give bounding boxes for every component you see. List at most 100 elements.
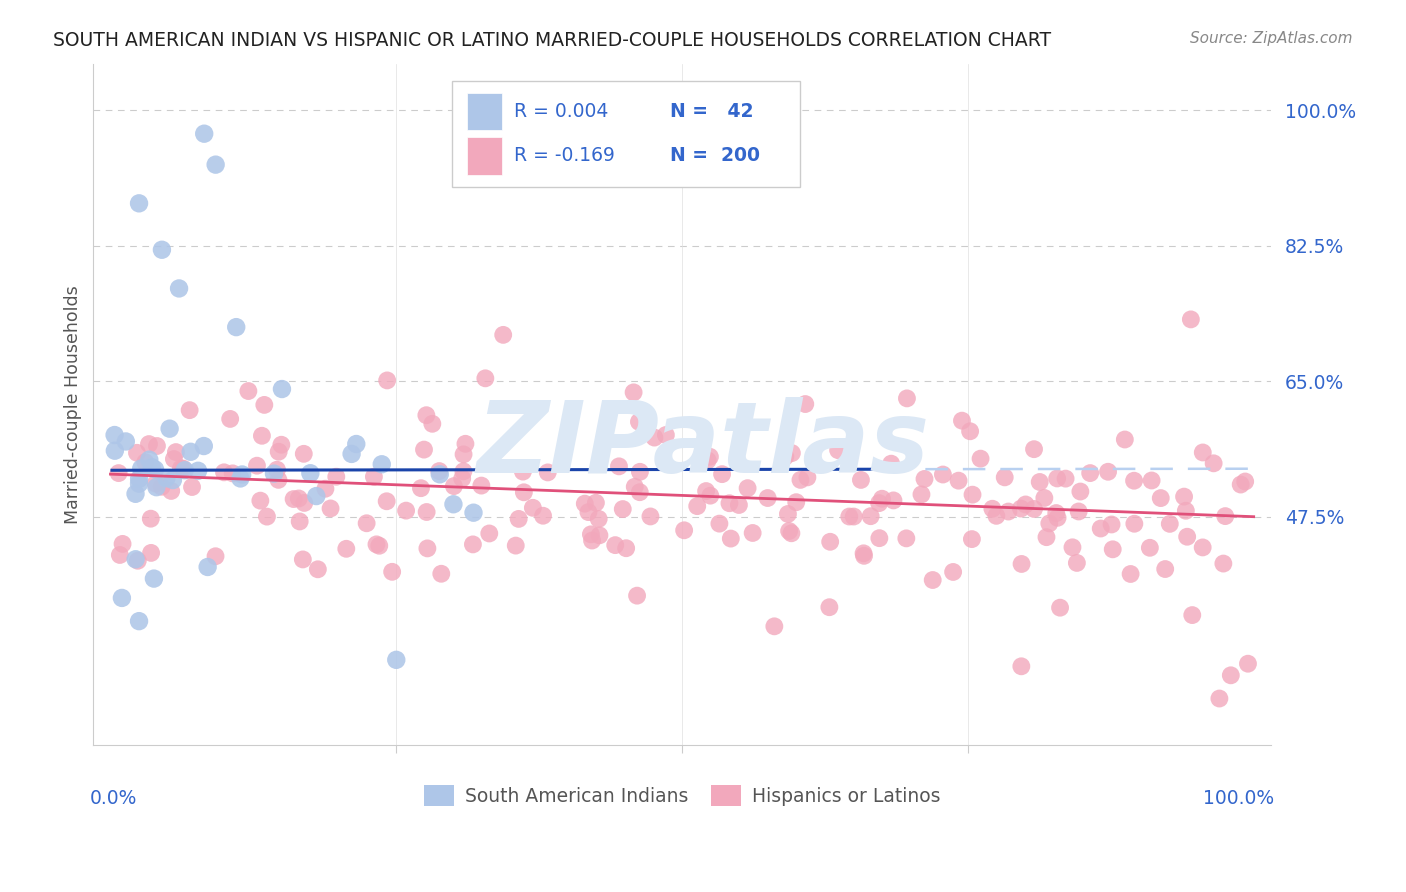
Point [1191, 445, 1213, 459]
Point [699, 450, 721, 464]
Point [270, 438, 292, 452]
Point [212, 466, 235, 480]
Point [1045, 506, 1067, 520]
Point [314, 482, 336, 496]
Point [581, 533, 603, 548]
Point [292, 496, 315, 510]
Point [138, 437, 160, 451]
Point [1101, 517, 1123, 532]
Point [796, 470, 818, 484]
Point [780, 526, 803, 541]
Point [288, 491, 311, 506]
FancyBboxPatch shape [453, 81, 800, 186]
Point [111, 591, 134, 605]
Legend: South American Indians, Hispanics or Latinos: South American Indians, Hispanics or Lat… [416, 777, 948, 814]
Point [429, 467, 451, 482]
Point [1011, 557, 1033, 571]
Point [253, 398, 276, 412]
Point [1174, 504, 1197, 518]
Point [160, 483, 183, 498]
Y-axis label: Married-couple Households: Married-couple Households [65, 285, 82, 524]
Point [193, 127, 215, 141]
Point [1062, 541, 1084, 555]
Point [128, 472, 150, 486]
Text: 0.0%: 0.0% [90, 789, 138, 808]
Point [150, 480, 173, 494]
Point [910, 487, 932, 501]
Text: N =  200: N = 200 [671, 146, 761, 166]
Point [128, 476, 150, 491]
Point [932, 467, 955, 482]
Point [695, 484, 717, 499]
Point [299, 467, 322, 481]
Point [124, 487, 146, 501]
Point [1229, 477, 1251, 491]
Point [163, 452, 186, 467]
Point [381, 565, 404, 579]
Point [1046, 510, 1069, 524]
Point [1046, 471, 1069, 485]
Point [686, 499, 709, 513]
Point [413, 442, 436, 457]
Point [453, 447, 475, 461]
Point [1078, 466, 1101, 480]
Point [853, 549, 876, 563]
Point [1159, 516, 1181, 531]
Point [128, 196, 150, 211]
Point [415, 505, 437, 519]
Point [283, 491, 305, 506]
Point [959, 424, 981, 438]
Point [896, 392, 918, 406]
Point [141, 460, 163, 475]
Point [711, 467, 734, 482]
Point [231, 467, 253, 482]
Point [128, 614, 150, 628]
Point [607, 459, 630, 474]
Point [155, 471, 177, 485]
Point [696, 453, 718, 467]
Point [1022, 502, 1045, 516]
Point [994, 470, 1017, 484]
Point [162, 473, 184, 487]
Point [868, 531, 890, 545]
Point [1139, 541, 1161, 555]
Point [921, 573, 943, 587]
Point [1123, 516, 1146, 531]
Point [628, 485, 651, 500]
Point [623, 480, 645, 494]
Point [114, 434, 136, 449]
Point [948, 474, 970, 488]
Point [585, 496, 607, 510]
Point [741, 526, 763, 541]
Point [578, 505, 600, 519]
Point [173, 463, 195, 477]
Point [145, 476, 167, 491]
Point [986, 508, 1008, 523]
Point [143, 462, 166, 476]
Point [588, 512, 610, 526]
Point [180, 444, 202, 458]
Point [170, 461, 193, 475]
Point [1114, 433, 1136, 447]
Point [250, 429, 273, 443]
Point [138, 452, 160, 467]
Point [1123, 474, 1146, 488]
Point [818, 534, 841, 549]
Point [197, 560, 219, 574]
Point [415, 408, 437, 422]
Point [522, 500, 544, 515]
Point [108, 548, 131, 562]
Text: 100.0%: 100.0% [1204, 789, 1274, 808]
Point [221, 467, 243, 481]
Point [859, 509, 882, 524]
Point [789, 473, 811, 487]
Point [1180, 312, 1202, 326]
Point [628, 465, 651, 479]
Point [474, 371, 496, 385]
Point [627, 415, 650, 429]
Point [1010, 659, 1032, 673]
Point [366, 537, 388, 551]
Point [371, 457, 394, 471]
Point [478, 526, 501, 541]
Point [531, 508, 554, 523]
